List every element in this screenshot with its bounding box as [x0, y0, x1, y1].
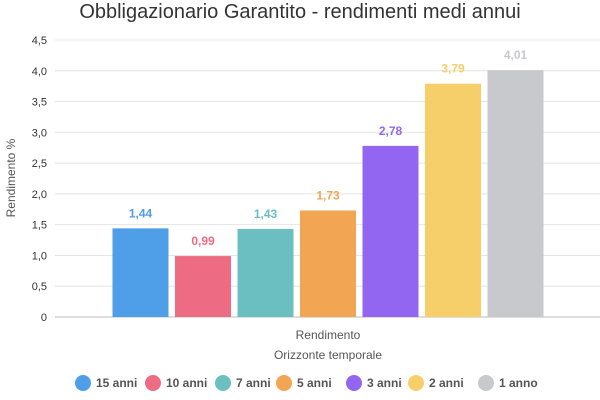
legend-item-7-anni[interactable]: 7 anni [215, 375, 271, 391]
data-label-7-anni: 1,43 [254, 207, 278, 221]
data-label-3-anni: 2,78 [379, 124, 403, 138]
y-tick-label: 3,0 [32, 127, 47, 139]
legend-item-1-anno[interactable]: 1 anno [478, 375, 538, 391]
legend-item-10-anni[interactable]: 10 anni [145, 375, 207, 391]
y-axis-label: Rendimento % [4, 138, 18, 217]
bar-5-anni [300, 210, 356, 317]
legend-label: 15 anni [96, 376, 137, 390]
y-tick-label: 1,0 [32, 250, 47, 262]
legend-marker [408, 375, 424, 391]
bar-10-anni [175, 256, 231, 317]
bar-7-anni [237, 228, 294, 317]
legend-label: 7 anni [236, 376, 271, 390]
bars [112, 70, 544, 318]
legend-item-15-anni[interactable]: 15 anni [75, 375, 137, 391]
data-label-5-anni: 1,73 [316, 189, 340, 203]
x-axis-label: Orizzonte temporale [274, 348, 382, 362]
legend-marker [145, 375, 161, 391]
legend-label: 10 anni [166, 376, 207, 390]
x-category-label: Rendimento [296, 328, 361, 342]
legend-marker [276, 375, 292, 391]
legend: 15 anni 10 anni 7 anni 5 anni 3 anni 2 anni 1 … [75, 375, 538, 391]
data-label-1-anno: 4,01 [504, 48, 528, 62]
legend-label: 1 anno [499, 376, 538, 390]
legend-marker [346, 375, 362, 391]
chart-title: Obbligazionario Garantito - rendimenti m… [79, 1, 520, 23]
bar-2-anni [425, 83, 481, 318]
legend-label: 5 anni [297, 376, 332, 390]
y-tick-label: 2,5 [32, 158, 47, 170]
bar-3-anni [362, 145, 419, 317]
legend-marker [215, 375, 231, 391]
data-label-15-anni: 1,44 [129, 206, 153, 220]
y-tick-label: 0,5 [32, 281, 47, 293]
legend-label: 3 anni [367, 376, 402, 390]
y-tick-label: 4,0 [32, 66, 47, 78]
data-labels: 1,44 0,99 1,43 1,73 2,78 3,79 4,01 [129, 48, 528, 248]
data-label-2-anni: 3,79 [441, 62, 465, 76]
y-axis-ticks: 0 0,5 1,0 1,5 2,0 2,5 3,0 3,5 4,0 4,5 [32, 35, 47, 324]
y-tick-label: 4,5 [32, 35, 47, 47]
bar-15-anni [112, 228, 169, 317]
y-tick-label: 3,5 [32, 97, 47, 109]
legend-marker [478, 375, 494, 391]
y-tick-label: 0 [41, 312, 47, 324]
legend-marker [75, 375, 91, 391]
legend-item-5-anni[interactable]: 5 anni [276, 375, 332, 391]
legend-item-3-anni[interactable]: 3 anni [346, 375, 402, 391]
bar-1-anno [487, 70, 544, 317]
legend-label: 2 anni [429, 376, 464, 390]
y-tick-label: 1,5 [32, 220, 47, 232]
y-tick-label: 2,0 [32, 189, 47, 201]
legend-item-2-anni[interactable]: 2 anni [408, 375, 464, 391]
data-label-10-anni: 0,99 [191, 234, 215, 248]
